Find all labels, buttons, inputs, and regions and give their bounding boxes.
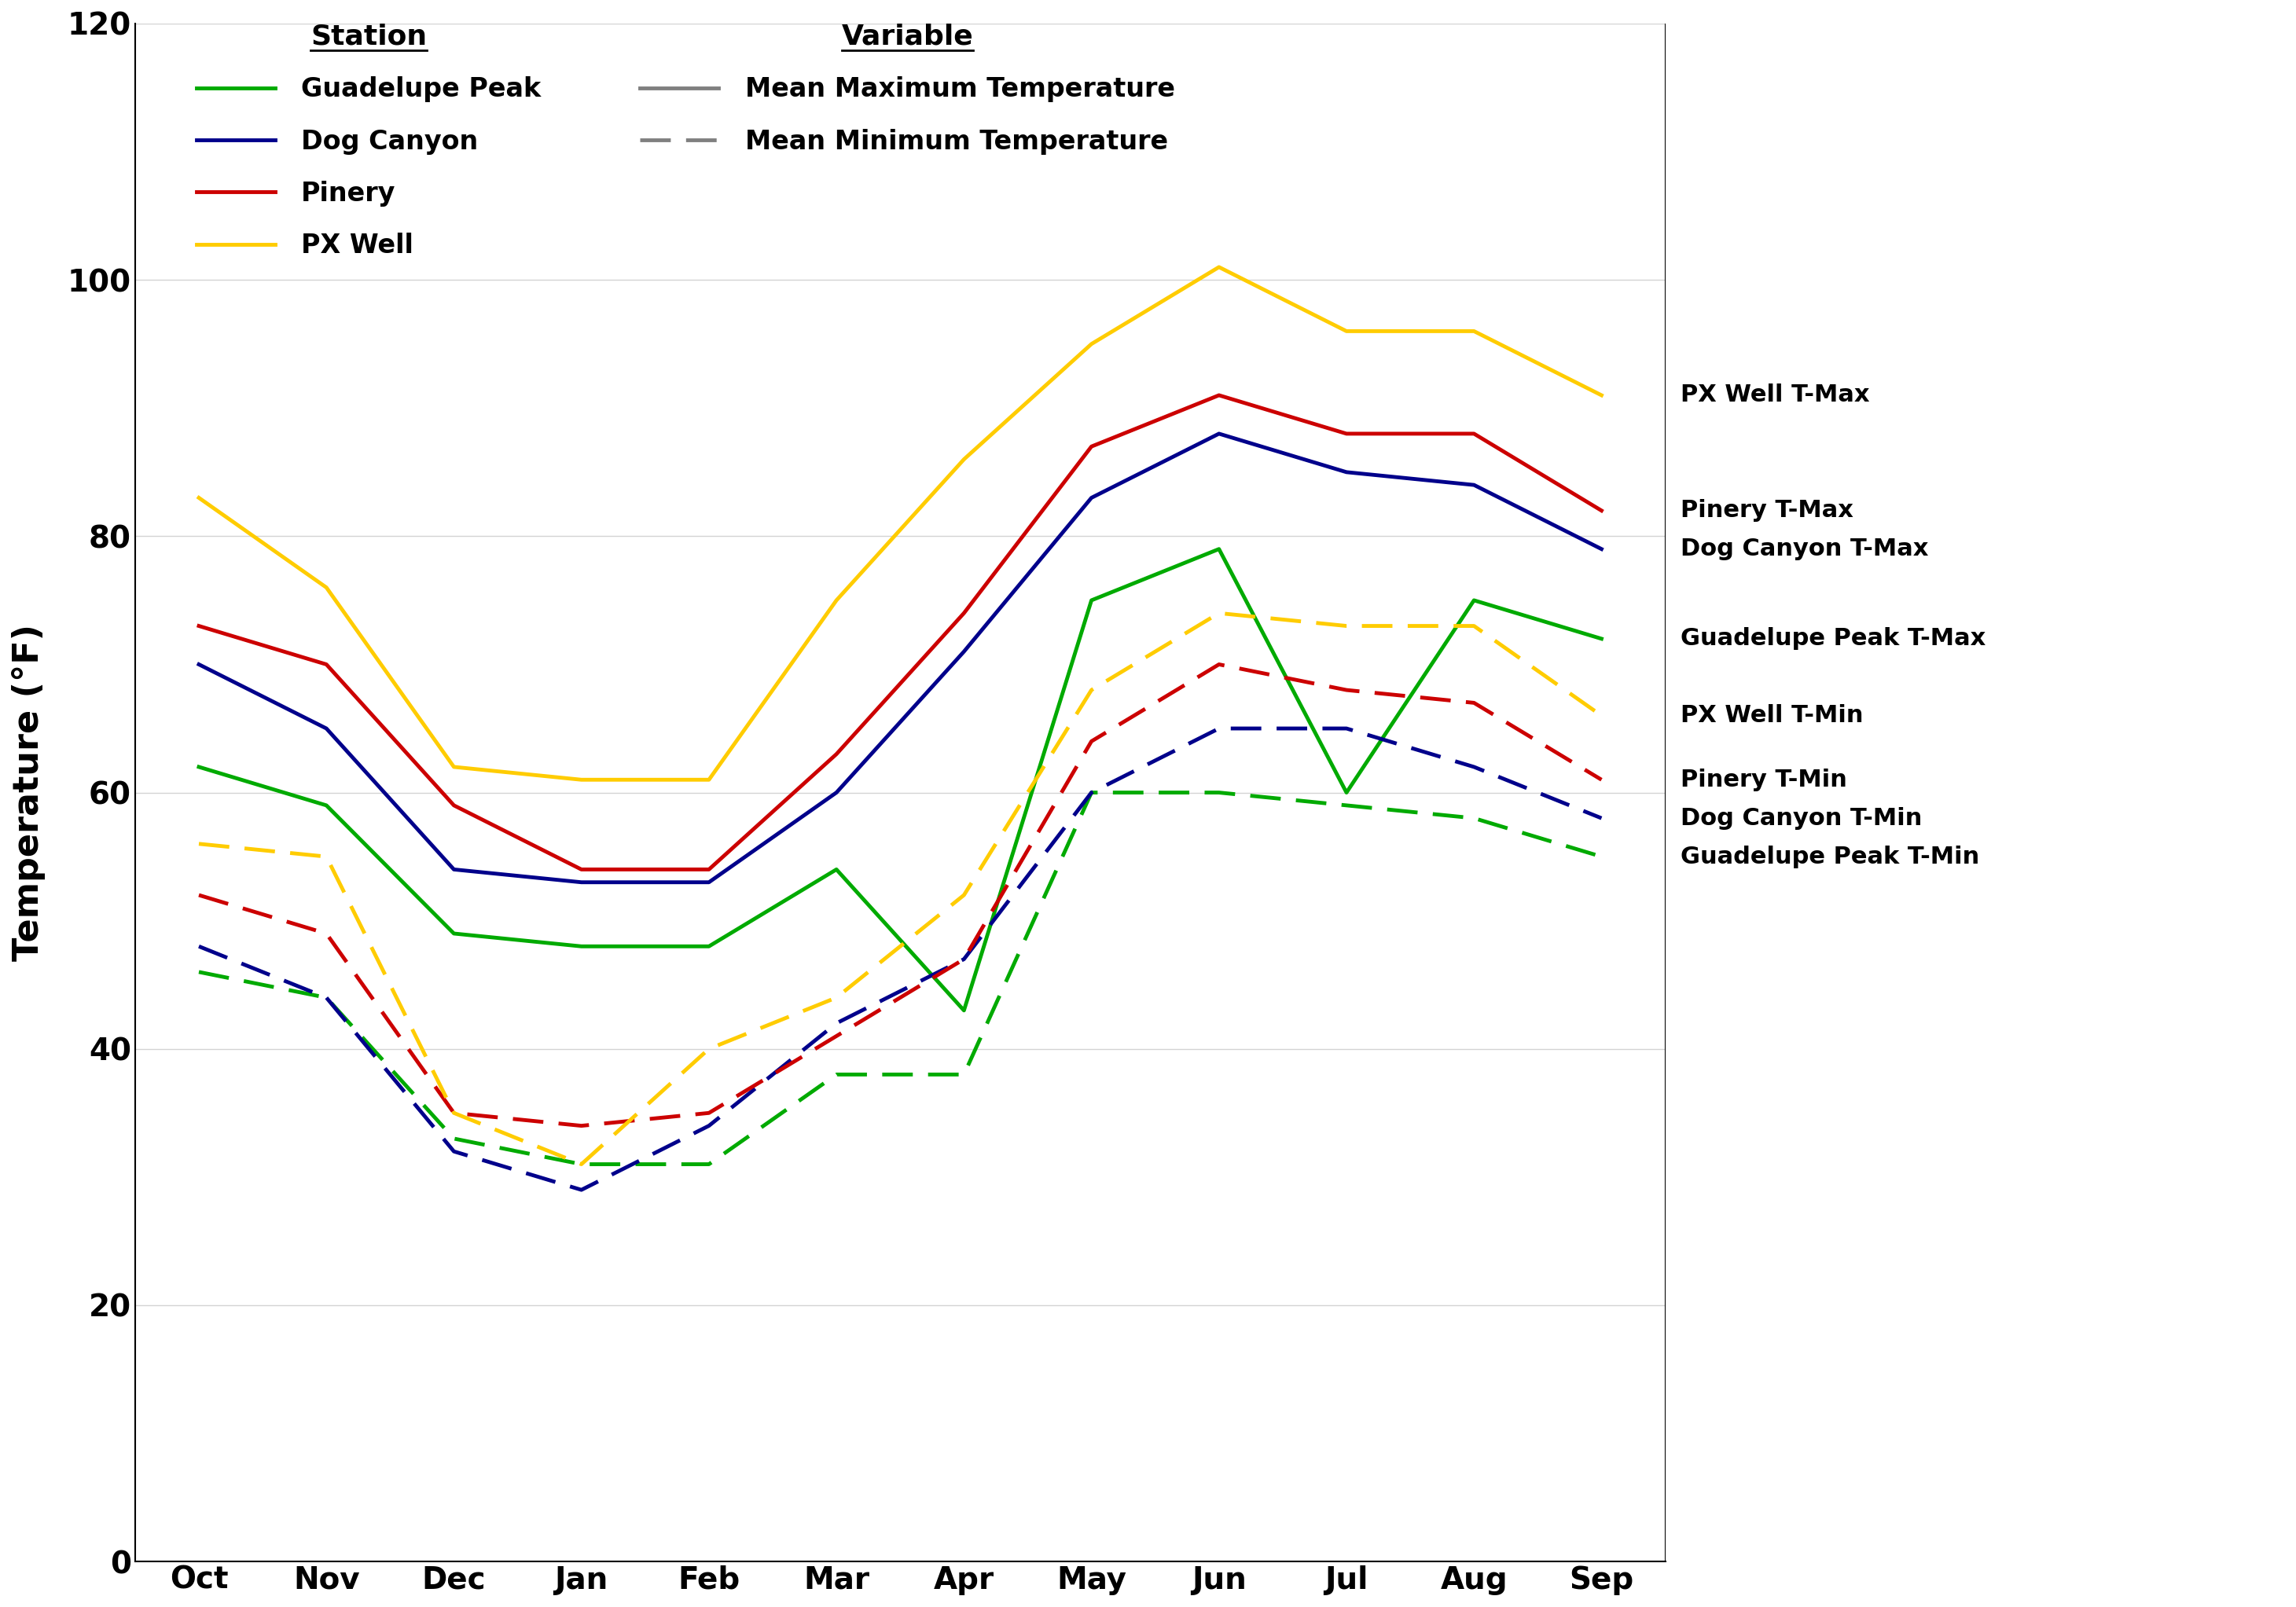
Text: Guadelupe Peak T-Max: Guadelupe Peak T-Max: [1681, 627, 1986, 651]
Legend: Mean Maximum Temperature, Mean Minimum Temperature: Mean Maximum Temperature, Mean Minimum T…: [641, 24, 1176, 154]
Text: Dog Canyon T-Min: Dog Canyon T-Min: [1681, 807, 1922, 829]
Text: Pinery T-Min: Pinery T-Min: [1681, 768, 1846, 791]
Text: Pinery T-Max: Pinery T-Max: [1681, 500, 1853, 522]
Text: PX Well T-Max: PX Well T-Max: [1681, 384, 1869, 407]
Text: PX Well T-Min: PX Well T-Min: [1681, 704, 1864, 726]
Text: Guadelupe Peak T-Min: Guadelupe Peak T-Min: [1681, 845, 1979, 868]
Y-axis label: Temperature (°F): Temperature (°F): [11, 624, 46, 961]
Text: Dog Canyon T-Max: Dog Canyon T-Max: [1681, 538, 1929, 561]
